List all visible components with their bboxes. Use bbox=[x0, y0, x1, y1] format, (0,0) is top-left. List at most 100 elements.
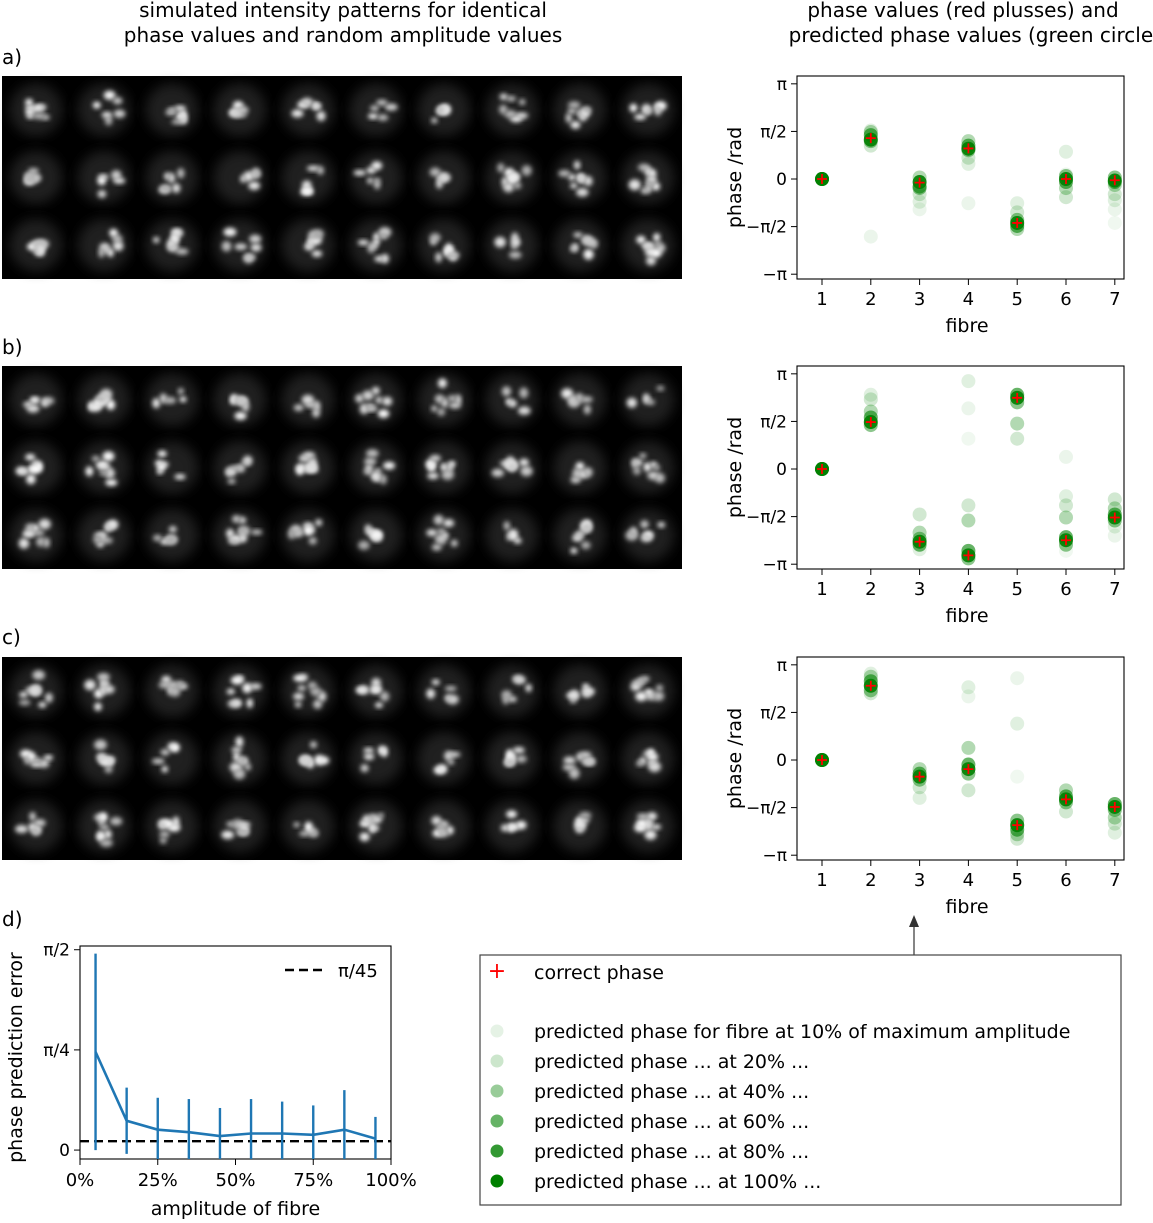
tile-spot bbox=[501, 386, 512, 397]
tile-spot bbox=[94, 702, 102, 711]
predicted-point bbox=[863, 138, 878, 153]
tile-spot bbox=[368, 822, 377, 834]
y-tick-label: π bbox=[777, 365, 787, 385]
y-tick-label: π/4 bbox=[43, 1041, 70, 1061]
tile-spot bbox=[519, 458, 529, 467]
y-tick-label: −π/2 bbox=[746, 218, 787, 238]
intensity-tile bbox=[78, 83, 130, 136]
intensity-tile bbox=[554, 441, 606, 494]
tile-spot bbox=[379, 691, 390, 702]
predicted-point bbox=[1010, 431, 1025, 446]
intensity-tile bbox=[486, 219, 538, 272]
intensity-tile bbox=[350, 664, 402, 717]
tile-spot bbox=[582, 687, 595, 696]
tile-spot bbox=[25, 523, 35, 533]
correct-point bbox=[1109, 512, 1120, 523]
intensity-tile bbox=[622, 509, 674, 562]
tile-spot bbox=[371, 161, 383, 171]
intensity-tile bbox=[146, 800, 198, 853]
panel-label-a: a) bbox=[2, 45, 22, 69]
tile-spot bbox=[376, 99, 388, 106]
tile-spot bbox=[157, 463, 166, 472]
tile-spot bbox=[656, 385, 665, 391]
tile-spot bbox=[425, 459, 436, 469]
tile-spot bbox=[243, 171, 254, 182]
x-tick-label: 1 bbox=[816, 579, 827, 600]
tile-spot bbox=[170, 228, 182, 235]
tile-spot bbox=[300, 756, 312, 766]
tile-spot bbox=[507, 462, 517, 472]
predicted-point bbox=[912, 762, 927, 777]
tile-spot bbox=[221, 830, 235, 839]
y-tick-label: 0 bbox=[776, 751, 787, 771]
predicted-point bbox=[912, 202, 927, 217]
intensity-tile bbox=[350, 732, 402, 785]
predicted-point bbox=[1107, 193, 1122, 208]
tile-spot bbox=[647, 471, 659, 480]
y-tick-label: π/2 bbox=[760, 703, 787, 723]
intensity-tile bbox=[78, 800, 130, 853]
tile-spot bbox=[436, 528, 447, 535]
tile-spot bbox=[177, 387, 184, 395]
y-axis-label: phase /rad bbox=[724, 417, 746, 518]
tile-spot bbox=[586, 238, 598, 247]
tile-spot bbox=[364, 457, 377, 466]
tile-spot bbox=[238, 821, 251, 828]
tile-halo bbox=[554, 664, 606, 717]
tile-spot bbox=[170, 233, 180, 244]
right-header-line2: predicted phase values (green circles) bbox=[789, 23, 1153, 47]
tile-spot bbox=[575, 392, 584, 403]
tile-spot bbox=[573, 160, 581, 170]
tile-spot bbox=[582, 106, 592, 114]
x-tick-label: 0% bbox=[66, 1170, 95, 1191]
predicted-point bbox=[863, 686, 878, 701]
tile-spot bbox=[369, 687, 382, 694]
correct-point bbox=[963, 550, 974, 561]
tile-spot bbox=[373, 238, 380, 246]
tile-spot bbox=[513, 675, 526, 685]
tile-spot bbox=[33, 819, 46, 827]
tile-spot bbox=[36, 536, 46, 547]
tile-spot bbox=[243, 253, 255, 264]
tile-spot bbox=[515, 755, 527, 763]
tile-spot bbox=[444, 685, 457, 692]
tile-spot bbox=[32, 670, 45, 681]
tile-spot bbox=[494, 236, 506, 248]
error-line bbox=[94, 1051, 376, 1140]
tile-spot bbox=[366, 177, 374, 185]
tile-spot bbox=[294, 701, 302, 708]
intensity-tile bbox=[10, 83, 62, 136]
tile-spot bbox=[239, 534, 248, 543]
intensity-tile bbox=[146, 732, 198, 785]
correct-point bbox=[1061, 174, 1071, 185]
tile-spot bbox=[563, 756, 576, 765]
tile-spot bbox=[507, 173, 519, 184]
tile-spot bbox=[506, 759, 514, 766]
intensity-tile bbox=[78, 509, 130, 562]
tile-spot bbox=[313, 699, 323, 709]
tile-spot bbox=[236, 829, 249, 836]
intensity-tile bbox=[554, 83, 606, 136]
tile-spot bbox=[97, 176, 107, 186]
tile-spot bbox=[380, 474, 387, 485]
predicted-point bbox=[961, 431, 976, 446]
tile-spot bbox=[109, 817, 123, 826]
tile-spot bbox=[569, 697, 577, 704]
tile-spot bbox=[355, 687, 366, 694]
phase-chart-c: π π/2 0 −π/2 −π 1 2 3 4 5 6 7 fibre phase /rad bbox=[724, 656, 1125, 918]
predicted-point bbox=[1010, 196, 1025, 211]
tile-halo bbox=[282, 151, 334, 204]
x-tick-label: 1 bbox=[816, 870, 827, 891]
predicted-point bbox=[863, 125, 878, 140]
intensity-strip-c bbox=[2, 657, 682, 860]
legend-item-label: predicted phase ... at 100% ... bbox=[534, 1171, 821, 1193]
correct-point bbox=[1012, 820, 1023, 831]
intensity-tile bbox=[554, 509, 606, 562]
tile-spot bbox=[657, 522, 666, 528]
tile-spot bbox=[105, 467, 115, 479]
legend-marker bbox=[490, 1084, 504, 1098]
tile-halo bbox=[146, 732, 198, 785]
tile-spot bbox=[246, 698, 253, 709]
tile-spot bbox=[102, 680, 110, 687]
predicted-point bbox=[1010, 827, 1025, 842]
